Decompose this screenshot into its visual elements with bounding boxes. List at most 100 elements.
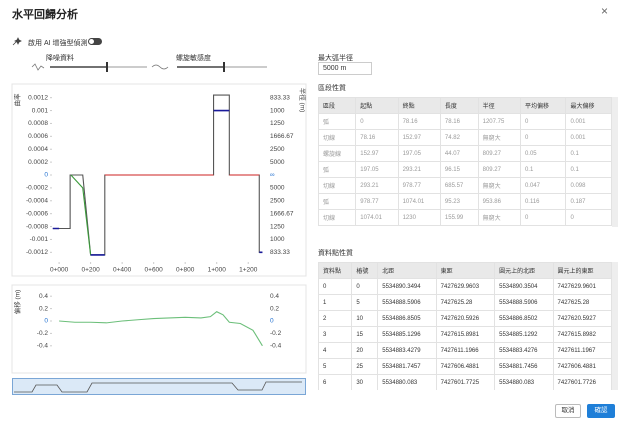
table-cell: 96.15 (439, 161, 479, 178)
column-header[interactable]: 終點 (397, 97, 441, 114)
y-tick-label: 0.0008 (28, 120, 48, 127)
table-cell: 0 (519, 129, 567, 146)
table-cell: 10 (351, 310, 379, 327)
y-tick-label: -0.4 (37, 343, 49, 350)
table-cell: 0.1 (565, 145, 612, 162)
table-cell: 0.047 (519, 177, 567, 194)
table-cell: 1207.75 (477, 113, 521, 130)
y-tick-label: -0.0012 (26, 249, 48, 256)
column-header[interactable]: 北距 (377, 262, 437, 279)
y-tick-label: -0.0008 (26, 223, 48, 230)
y2-tick-label: 833.33 (270, 94, 290, 101)
dialog-title: 水平回歸分析 (12, 9, 78, 21)
table-cell: 44.07 (439, 145, 479, 162)
y2-tick-label: 5000 (270, 159, 285, 166)
table-cell: 95.23 (439, 193, 479, 210)
y2-tick-label: 1250 (270, 223, 285, 230)
column-header[interactable]: 最大偏移 (565, 97, 612, 114)
table-cell: 74.82 (439, 129, 479, 146)
y-axis-label: 偏移 (m) (13, 290, 22, 315)
y-axis-label: 曲率 (13, 93, 22, 107)
table-cell: 5 (351, 294, 379, 311)
slider-handle[interactable] (223, 62, 225, 72)
table-cell: 0 (318, 278, 353, 295)
table-cell: 155.99 (439, 209, 479, 226)
table-cell: 7427615.8981 (435, 326, 496, 343)
y2-tick-label: 2500 (270, 197, 285, 204)
table-cell: 7427620.5927 (552, 310, 612, 327)
column-header[interactable]: 平均偏移 (519, 97, 567, 114)
y-tick-label: 0.2 (39, 305, 48, 312)
y2-tick-label: 0 (270, 318, 274, 325)
table-cell: 1074.01 (355, 209, 399, 226)
table-cell: 0 (565, 209, 612, 226)
column-header[interactable]: 東距 (435, 262, 496, 279)
x-tick-label: 0+000 (50, 267, 69, 274)
table-cell: 0.001 (565, 113, 612, 130)
toggle[interactable] (88, 38, 102, 45)
table-cell: 152.97 (397, 129, 441, 146)
column-header[interactable]: 長度 (439, 97, 479, 114)
table: 區段 起點 終點 長度 半徑 平均偏移 最大偏移弧 0 78.16 78.16 1207.75 0 0.… (318, 97, 612, 226)
y-tick-label: 0.0004 (28, 146, 48, 153)
slider-handle[interactable] (106, 62, 108, 72)
table-cell: 無窮大 (477, 129, 521, 146)
y-tick-label: 0.0006 (28, 133, 48, 140)
table-cell: 5 (318, 358, 353, 375)
y2-tick-label: 1000 (270, 236, 285, 243)
y2-tick-label: 0.4 (270, 293, 279, 300)
close-button[interactable]: × (601, 4, 609, 18)
table-cell: 5534883.4279 (377, 342, 437, 359)
y2-tick-label: 5000 (270, 185, 285, 192)
y2-tick-label: 0.2 (270, 305, 279, 312)
points-table: 資料點 樁號 北距 東距 圓元上的北距 圓元上的東距 0 0 5534890.3494 74276… (318, 262, 618, 390)
column-header[interactable]: 樁號 (351, 262, 379, 279)
table-cell: 78.16 (397, 113, 441, 130)
column-header[interactable]: 圓元上的北距 (494, 262, 554, 279)
y2-tick-label: -0.2 (270, 330, 282, 337)
table-cell: 152.97 (355, 145, 399, 162)
y-tick-label: -0.0006 (26, 210, 48, 217)
table-cell: 5534881.7456 (494, 358, 554, 375)
column-header[interactable]: 起點 (355, 97, 399, 114)
table-cell: 5534886.8502 (494, 310, 554, 327)
table-cell: 978.77 (355, 193, 399, 210)
table-cell: 5534890.3504 (494, 278, 554, 295)
y-tick-label: -0.2 (37, 330, 49, 337)
column-header[interactable]: 資料點 (318, 262, 353, 279)
table-cell: 3 (318, 326, 353, 343)
table-cell: 弧 (318, 161, 357, 178)
table-cell: 953.86 (477, 193, 521, 210)
y2-tick-label: 1666.67 (270, 210, 294, 217)
table-cell: 685.57 (439, 177, 479, 194)
table-cell: 5534880.083 (494, 374, 554, 390)
cancel-button[interactable]: 取消 (555, 404, 581, 418)
confirm-button[interactable]: 確認 (587, 404, 615, 418)
table-cell: 7427611.1967 (552, 342, 612, 359)
overview-strip (12, 378, 306, 395)
table-cell: 2 (318, 310, 353, 327)
deviation-chart: 偏移 (m) 0.4 0.2 0 -0.2 -0.4 0.4 0.2 0 -0.2 -0.4 (11, 284, 307, 374)
table-cell: 5534890.3494 (377, 278, 437, 295)
table-cell: 5534880.083 (377, 374, 437, 390)
table-cell: 78.16 (355, 129, 399, 146)
table-cell: 7427625.28 (435, 294, 496, 311)
table-cell: 0 (351, 278, 379, 295)
y2-tick-label: 2500 (270, 146, 285, 153)
table-cell: 78.16 (439, 113, 479, 130)
table-cell: 7427625.28 (552, 294, 612, 311)
table-cell: 809.27 (477, 161, 521, 178)
column-header[interactable]: 圓元上的東距 (552, 262, 612, 279)
column-header[interactable]: 區段 (318, 97, 357, 114)
slider-label: 降噪資料 (46, 55, 74, 62)
table-cell: 1230 (397, 209, 441, 226)
table-cell: 7427629.9603 (435, 278, 496, 295)
radius-input[interactable]: 5000 m (318, 62, 372, 75)
table-cell: 0.1 (519, 161, 567, 178)
table-cell: 7427606.4881 (435, 358, 496, 375)
series-line (70, 174, 105, 256)
column-header[interactable]: 半徑 (477, 97, 521, 114)
table-cell: 5534886.8505 (377, 310, 437, 327)
table-cell: 1 (318, 294, 353, 311)
table-cell: 5534885.1292 (494, 326, 554, 343)
